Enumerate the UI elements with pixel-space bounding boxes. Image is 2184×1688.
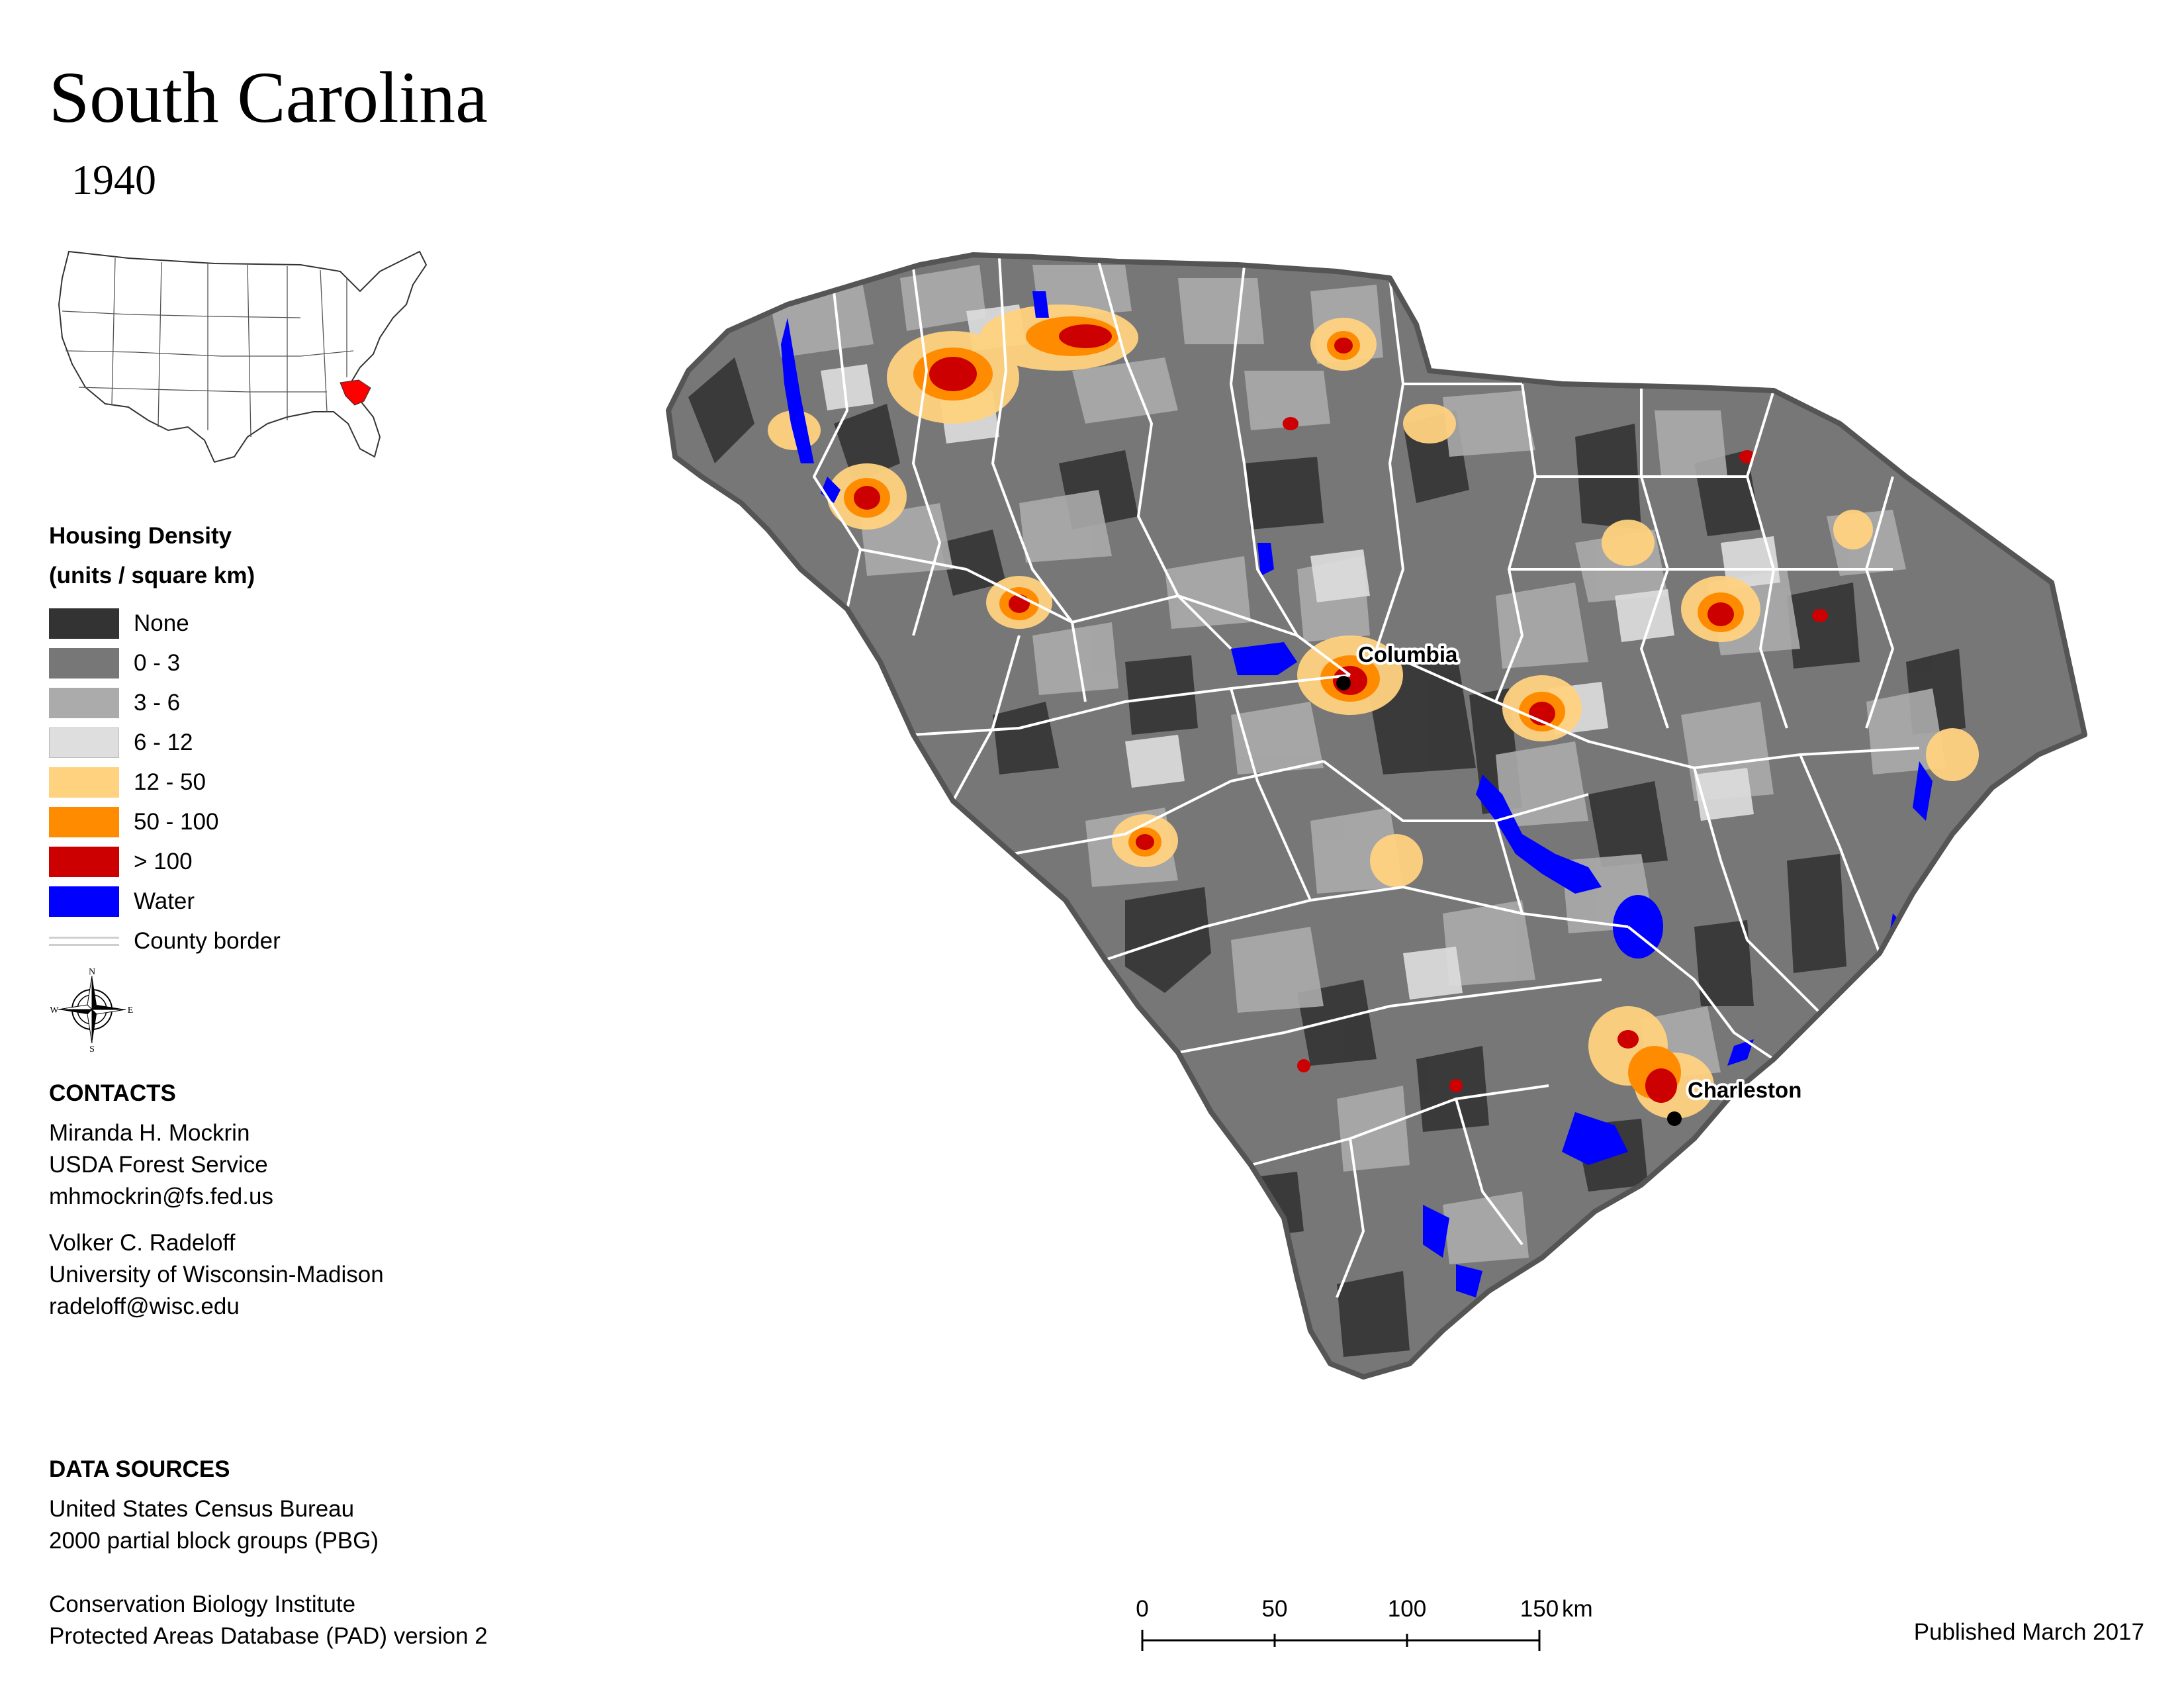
compass-n: N	[89, 967, 95, 977]
scale-tick-label: 150	[1520, 1596, 1559, 1622]
map-year: 1940	[71, 156, 156, 203]
contact-1: Miranda H. Mockrin USDA Forest Service m…	[49, 1117, 273, 1213]
city-label-columbia: Columbia	[1358, 642, 1458, 667]
legend-label: 12 - 50	[134, 769, 206, 795]
legend-label: 50 - 100	[134, 809, 219, 835]
data-source-line: Conservation Biology Institute	[49, 1591, 356, 1617]
legend-swatch	[49, 886, 119, 917]
legend-item-none: None	[49, 604, 281, 643]
legend-item-6-12: 6 - 12	[49, 723, 281, 763]
legend-title: Housing Density	[49, 523, 232, 549]
legend-swatch	[49, 727, 119, 758]
legend-swatch	[49, 608, 119, 639]
compass-e: E	[128, 1006, 134, 1015]
legend-item-county-border: County border	[49, 921, 281, 961]
contacts-heading: CONTACTS	[49, 1080, 176, 1106]
compass-rose-icon: N S E W	[50, 967, 134, 1053]
legend-label: 6 - 12	[134, 729, 193, 755]
legend-label: 3 - 6	[134, 690, 181, 716]
columbia-marker	[1336, 676, 1351, 690]
data-source-census: United States Census Bureau 2000 partial…	[49, 1493, 379, 1557]
legend-item-over-100: > 100	[49, 842, 281, 882]
compass-s: S	[89, 1045, 95, 1053]
county-borders	[813, 258, 1920, 1298]
legend-item-12-50: 12 - 50	[49, 763, 281, 802]
charleston-marker	[1667, 1111, 1682, 1126]
legend-item-50-100: 50 - 100	[49, 802, 281, 842]
scale-tick-label: 100	[1388, 1596, 1426, 1622]
contact-email: mhmockrin@fs.fed.us	[49, 1184, 273, 1209]
scale-tick-label: 0	[1136, 1596, 1148, 1622]
legend-swatch	[49, 847, 119, 877]
data-source-cbi: Conservation Biology Institute Protected…	[49, 1589, 488, 1652]
legend-item-0-3: 0 - 3	[49, 643, 281, 683]
data-source-line: 2000 partial block groups (PBG)	[49, 1528, 379, 1554]
map-title: South Carolina	[49, 57, 488, 138]
scale-tick-label: 50	[1262, 1596, 1288, 1622]
scale-unit: km	[1562, 1596, 1593, 1622]
legend-swatch	[49, 688, 119, 718]
water-bodies	[781, 291, 1933, 1297]
compass-w: W	[50, 1006, 59, 1015]
legend-label: None	[134, 610, 189, 636]
state-outline	[666, 252, 2087, 1380]
legend-label: Water	[134, 888, 195, 914]
us-locator-map	[58, 250, 428, 463]
data-source-line: United States Census Bureau	[49, 1496, 355, 1522]
contact-2: Volker C. Radeloff University of Wiscons…	[49, 1227, 384, 1323]
south-carolina-housing-density-map: Columbia Charleston	[666, 252, 2087, 1380]
us-state-lines	[62, 258, 354, 438]
legend-label: 0 - 3	[134, 650, 181, 676]
legend-swatch	[49, 807, 119, 837]
us-outline	[58, 250, 428, 463]
legend-subtitle: (units / square km)	[49, 563, 255, 588]
contact-email: radeloff@wisc.edu	[49, 1293, 240, 1319]
contact-name: Miranda H. Mockrin	[49, 1120, 250, 1146]
contact-org: USDA Forest Service	[49, 1152, 268, 1178]
legend-swatch	[49, 648, 119, 679]
legend: None 0 - 3 3 - 6 6 - 12 12 - 50 50 - 100…	[49, 604, 281, 961]
south-carolina-highlight	[340, 379, 371, 406]
contact-org: University of Wisconsin-Madison	[49, 1262, 384, 1288]
county-border-swatch	[49, 937, 119, 946]
data-source-line: Protected Areas Database (PAD) version 2	[49, 1623, 488, 1649]
legend-label: County border	[134, 928, 281, 954]
legend-item-water: Water	[49, 882, 281, 921]
legend-label: > 100	[134, 849, 193, 874]
data-sources-heading: DATA SOURCES	[49, 1456, 230, 1482]
legend-item-3-6: 3 - 6	[49, 683, 281, 723]
scale-bar: 0 50 100 150 km	[1136, 1596, 1593, 1651]
contact-name: Volker C. Radeloff	[49, 1230, 236, 1256]
legend-swatch	[49, 767, 119, 798]
city-label-charleston: Charleston	[1688, 1078, 1801, 1102]
published-date: Published March 2017	[1913, 1619, 2144, 1645]
